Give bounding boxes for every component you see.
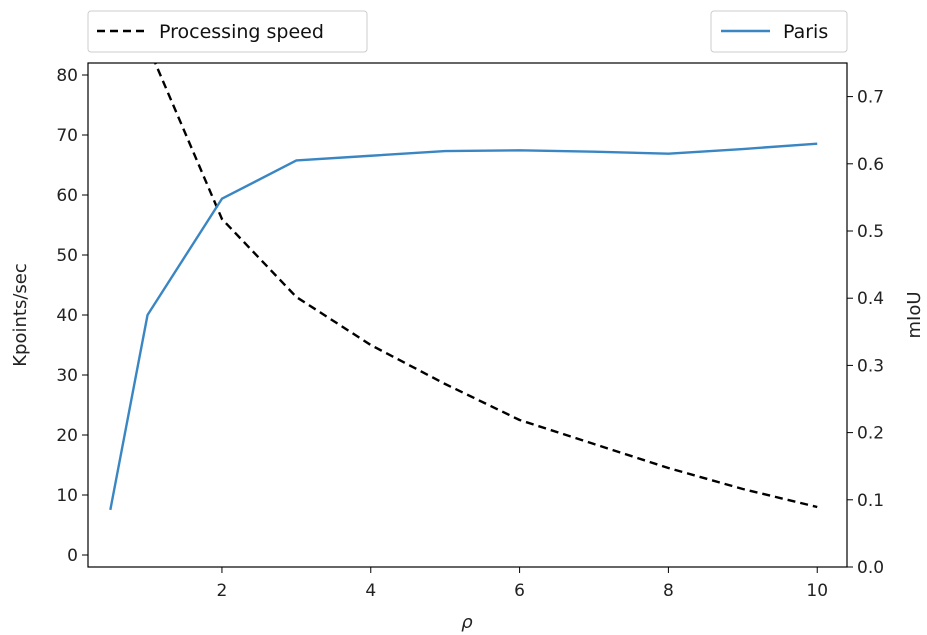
processing-speed-line <box>153 63 818 509</box>
x-tick-label: 4 <box>365 581 376 601</box>
left-y-axis-ticks: 0 10 20 30 40 50 60 70 80 <box>56 66 88 566</box>
left-y-tick-label: 70 <box>56 126 78 146</box>
right-y-axis-label: mIoU <box>904 291 925 338</box>
left-y-tick-label: 40 <box>56 306 78 326</box>
x-tick-label: 2 <box>217 581 228 601</box>
paris-miou-line <box>109 142 818 511</box>
legend-paris: Paris <box>710 10 848 53</box>
right-y-tick-label: 0.6 <box>857 155 884 175</box>
right-y-tick-label: 0.2 <box>857 424 884 444</box>
left-y-tick-label: 10 <box>56 486 78 506</box>
left-y-tick-label: 80 <box>56 66 78 86</box>
legend-processing-speed: Processing speed <box>87 10 368 53</box>
left-y-tick-label: 50 <box>56 246 78 266</box>
right-y-axis-ticks: 0.0 0.1 0.2 0.3 0.4 0.5 0.6 0.7 <box>847 88 884 578</box>
right-y-tick-label: 0.1 <box>857 491 884 511</box>
x-axis-label: ρ <box>461 612 473 633</box>
x-tick-label: 10 <box>806 581 828 601</box>
legend-label-processing-speed: Processing speed <box>159 21 324 43</box>
right-y-tick-label: 0.7 <box>857 88 884 108</box>
left-y-axis-label: Kpoints/sec <box>10 263 31 367</box>
legend-box <box>710 10 848 53</box>
right-y-tick-label: 0.0 <box>857 558 884 578</box>
left-y-tick-label: 0 <box>67 546 78 566</box>
x-tick-label: 8 <box>663 581 674 601</box>
left-y-tick-label: 60 <box>56 186 78 206</box>
legend-box <box>87 10 368 53</box>
series-layer <box>109 63 818 511</box>
plot-area <box>87 62 848 568</box>
x-tick-label: 6 <box>514 581 525 601</box>
legend-label-paris: Paris <box>783 21 828 43</box>
x-axis-ticks: 2 4 6 8 10 <box>217 567 828 601</box>
right-y-tick-label: 0.5 <box>857 222 884 242</box>
left-y-tick-label: 30 <box>56 366 78 386</box>
right-y-tick-label: 0.4 <box>857 289 884 309</box>
right-y-tick-label: 0.3 <box>857 356 884 376</box>
left-y-tick-label: 20 <box>56 426 78 446</box>
